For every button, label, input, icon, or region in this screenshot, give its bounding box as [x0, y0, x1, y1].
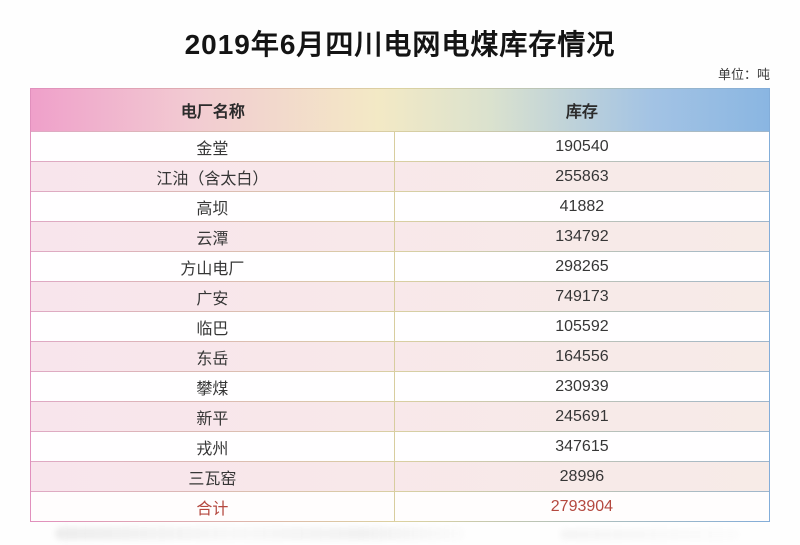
inventory-cell: 134792	[555, 227, 609, 245]
table-row: 广安 749173	[31, 281, 769, 311]
table-row: 戎州 347615	[31, 431, 769, 461]
inventory-cell: 28996	[559, 467, 605, 485]
plant-name-cell: 三瓦窑	[31, 462, 395, 491]
table-row: 攀煤 230939	[31, 371, 769, 401]
inventory-cell: 255863	[555, 167, 609, 185]
watermark-smudge	[560, 529, 740, 540]
table-row: 高坝 41882	[31, 191, 769, 221]
inventory-cell: 105592	[555, 317, 609, 335]
table-row: 合计 2793904	[31, 491, 769, 521]
table-header-row: 电厂名称 库存	[31, 89, 769, 131]
inventory-cell: 749173	[555, 287, 609, 305]
table-row: 三瓦窑 28996	[31, 461, 769, 491]
inventory-cell: 230939	[555, 377, 609, 395]
table-row: 金堂 190540	[31, 131, 769, 161]
plant-name-cell: 新平	[31, 402, 395, 431]
table-row: 江油（含太白） 255863	[31, 161, 769, 191]
table-row: 新平 245691	[31, 401, 769, 431]
table-row: 云潭 134792	[31, 221, 769, 251]
inventory-cell: 298265	[555, 257, 609, 275]
unit-label: 单位：吨	[717, 67, 770, 82]
inventory-cell: 41882	[559, 197, 605, 215]
column-header-plant-name: 电厂名称	[180, 104, 245, 121]
plant-name-cell: 云潭	[31, 222, 395, 251]
watermark-smudge	[55, 527, 465, 540]
inventory-cell: 2793904	[550, 497, 614, 515]
inventory-cell: 164556	[555, 347, 609, 365]
inventory-cell: 347615	[555, 437, 609, 455]
plant-name-cell: 金堂	[31, 132, 395, 161]
column-header-inventory: 库存	[565, 104, 598, 121]
inventory-cell: 245691	[555, 407, 609, 425]
inventory-table: 电厂名称 库存 金堂 190540 江油（含太白） 255863 高坝 4188…	[30, 88, 770, 522]
plant-name-cell: 广安	[31, 282, 395, 311]
plant-name-cell: 江油（含太白）	[31, 162, 395, 191]
plant-name-cell: 临巴	[31, 312, 395, 341]
plant-name-cell: 东岳	[31, 342, 395, 371]
table-row: 东岳 164556	[31, 341, 769, 371]
plant-name-cell: 高坝	[31, 192, 395, 221]
plant-name-cell: 合计	[31, 492, 395, 521]
table-row: 方山电厂 298265	[31, 251, 769, 281]
plant-name-cell: 攀煤	[31, 372, 395, 401]
plant-name-cell: 方山电厂	[31, 252, 395, 281]
plant-name-cell: 戎州	[31, 432, 395, 461]
table-body: 金堂 190540 江油（含太白） 255863 高坝 41882 云潭 134…	[31, 131, 769, 521]
table-row: 临巴 105592	[31, 311, 769, 341]
inventory-cell: 190540	[555, 137, 609, 155]
page-title: 2019年6月四川电网电煤库存情况	[184, 29, 616, 60]
